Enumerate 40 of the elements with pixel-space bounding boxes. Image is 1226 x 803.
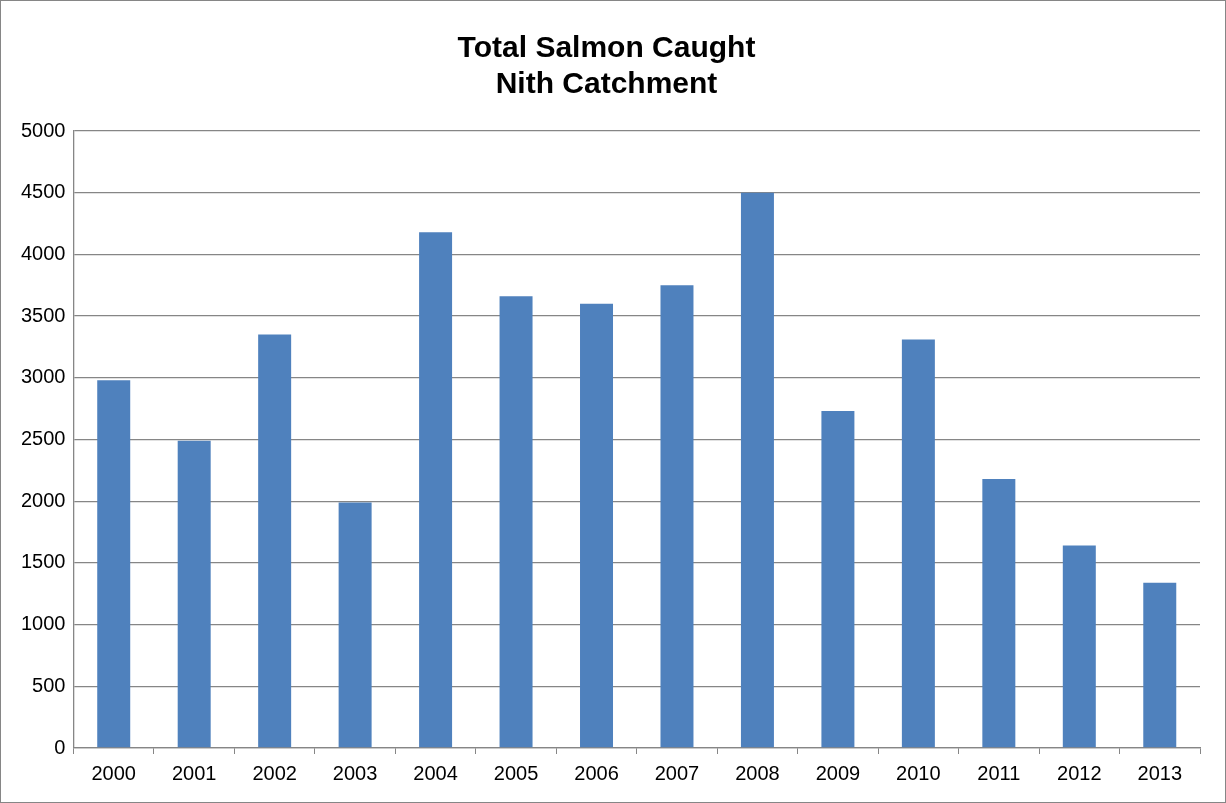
y-tick-label: 3500 [20, 303, 66, 326]
x-tick-label: 2000 [91, 761, 136, 784]
x-tick-label: 2010 [896, 761, 941, 784]
bar [982, 478, 1016, 748]
y-tick-label: 5000 [20, 118, 66, 141]
x-tick-label: 2007 [654, 761, 700, 784]
bar [258, 334, 292, 748]
x-tick-label: 2012 [1057, 761, 1102, 784]
bar [499, 296, 533, 748]
bar [1062, 545, 1096, 748]
x-tick-label: 2005 [493, 761, 539, 784]
bar [177, 440, 211, 748]
bar [660, 285, 694, 748]
x-tick-label: 2009 [815, 761, 861, 784]
bar [580, 303, 614, 748]
bar [901, 339, 935, 748]
bar [419, 232, 453, 748]
y-tick-label: 0 [54, 735, 66, 758]
y-tick-label: 4500 [20, 180, 66, 203]
y-tick-label: 500 [32, 673, 66, 696]
bar [338, 502, 372, 748]
x-tick-label: 2008 [735, 761, 780, 784]
x-tick-label: 2002 [252, 761, 297, 784]
chart-title: Total Salmon Caught Nith Catchment [457, 30, 756, 100]
bar [821, 411, 855, 748]
y-tick-label: 2500 [20, 427, 66, 450]
x-tick-label: 2011 [977, 761, 1021, 784]
y-tick-label: 4000 [20, 241, 66, 264]
x-tick-label: 2004 [413, 761, 458, 784]
y-tick-label: 3000 [20, 365, 66, 388]
bar [1143, 582, 1177, 748]
x-tick-label: 2013 [1137, 761, 1183, 784]
x-tick-label: 2006 [574, 761, 619, 784]
y-tick-label: 2000 [20, 488, 66, 511]
x-tick-label: 2003 [332, 761, 378, 784]
y-tick-label: 1500 [20, 550, 66, 573]
bar [740, 192, 774, 748]
x-tick-label: 2001 [171, 761, 217, 784]
y-tick-label: 1000 [20, 612, 66, 635]
bar [97, 380, 131, 748]
